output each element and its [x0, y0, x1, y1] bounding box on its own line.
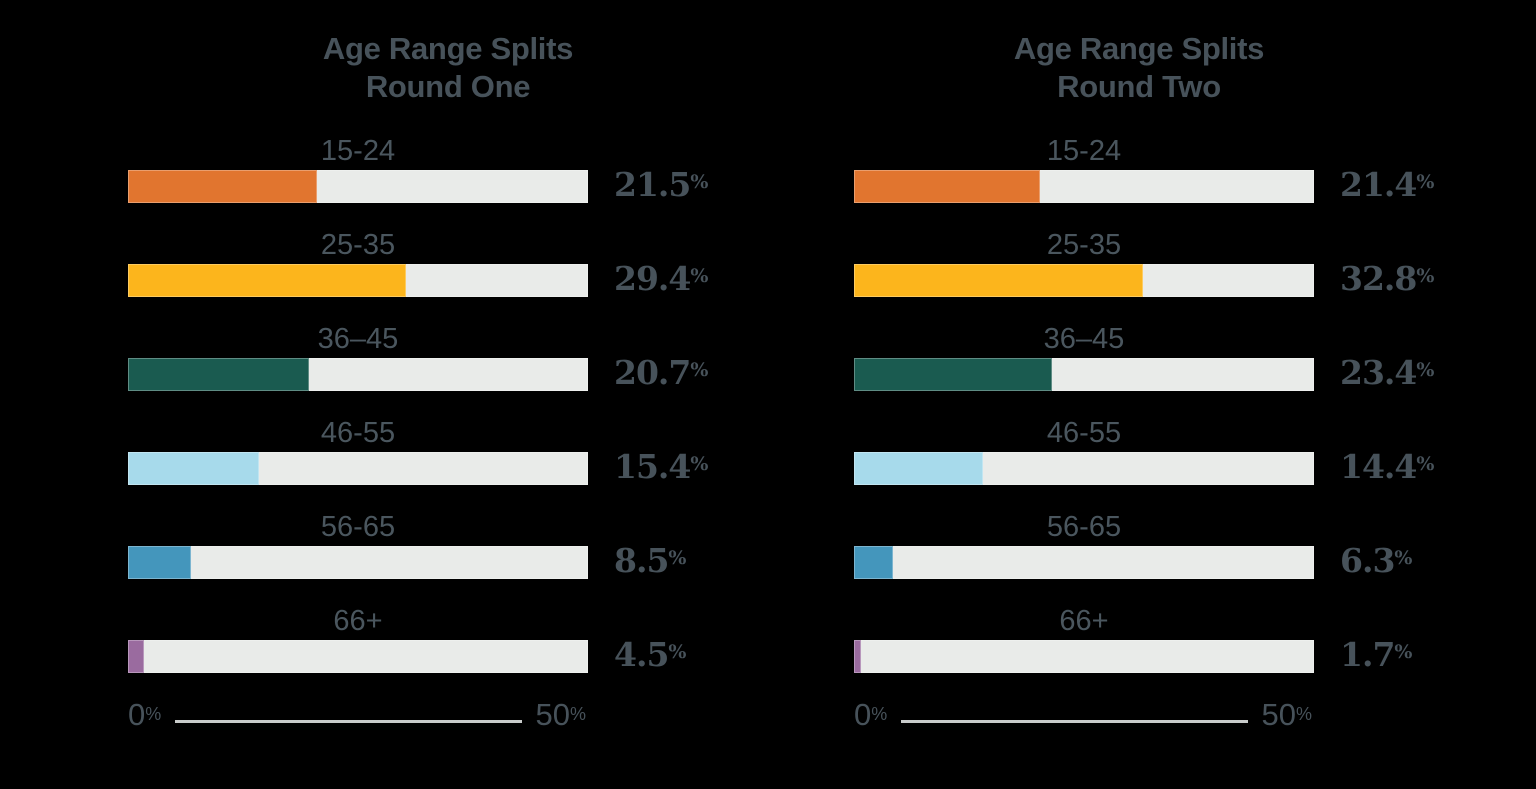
- chart-title-line2: Round One: [365, 69, 531, 104]
- age-range-label: 15-24: [1046, 135, 1122, 167]
- age-range-label: 46-55: [1046, 417, 1122, 449]
- bar-fill: [854, 264, 1144, 297]
- percent-sign: %: [690, 453, 709, 475]
- value-label: 21.5%: [614, 165, 709, 204]
- age-range-label: 56-65: [320, 511, 396, 543]
- bar-row-25-35: 25-35 32.8%: [854, 230, 1444, 297]
- axis-line: [901, 719, 1248, 723]
- percent-sign: %: [569, 704, 586, 724]
- value-label: 23.4%: [1340, 353, 1435, 392]
- percent-sign: %: [1416, 359, 1435, 381]
- bar-fill: [854, 358, 1053, 391]
- percent-sign: %: [1416, 265, 1435, 287]
- bar-row-15-24: 15-24 21.4%: [854, 136, 1444, 203]
- bar-track: [128, 170, 588, 203]
- chart-round-two: Age Range Splits Round Two 15-24 21.4% 2…: [854, 0, 1444, 789]
- bar-track: [128, 264, 588, 297]
- value-label: 4.5%: [614, 635, 687, 674]
- bar-row-66-plus: 66+ 4.5%: [128, 606, 718, 673]
- age-range-label: 36–45: [317, 323, 399, 355]
- bar-row-56-65: 56-65 6.3%: [854, 512, 1444, 579]
- percent-sign: %: [1416, 453, 1435, 475]
- value-label: 8.5%: [614, 541, 687, 580]
- value-label: 20.7%: [614, 353, 709, 392]
- bar-row-36-45: 36–45 20.7%: [128, 324, 718, 391]
- x-axis: 0% 50%: [128, 698, 586, 732]
- value-label: 1.7%: [1340, 635, 1413, 674]
- age-range-label: 66+: [333, 605, 383, 637]
- axis-max-label: 50%: [535, 697, 587, 732]
- bar-track: [854, 170, 1314, 203]
- axis-max-label: 50%: [1261, 697, 1313, 732]
- value-label: 21.4%: [1340, 165, 1435, 204]
- axis-min-label: 0%: [128, 697, 162, 732]
- percent-sign: %: [1394, 641, 1413, 663]
- age-range-label: 56-65: [1046, 511, 1122, 543]
- bar-row-25-35: 25-35 29.4%: [128, 230, 718, 297]
- bar-row-46-55: 46-55 14.4%: [854, 418, 1444, 485]
- value-label: 14.4%: [1340, 447, 1435, 486]
- percent-sign: %: [1295, 704, 1312, 724]
- age-range-label: 25-35: [1046, 229, 1122, 261]
- bar-track: [128, 640, 588, 673]
- chart-title-line1: Age Range Splits: [322, 31, 574, 66]
- value-label: 29.4%: [614, 259, 709, 298]
- percent-sign: %: [668, 547, 687, 569]
- bar-track: [854, 264, 1314, 297]
- chart-round-one: Age Range Splits Round One 15-24 21.5% 2…: [128, 0, 718, 789]
- percent-sign: %: [871, 704, 888, 724]
- x-axis: 0% 50%: [854, 698, 1312, 732]
- age-range-label: 15-24: [320, 135, 396, 167]
- bar-fill: [854, 640, 861, 673]
- bar-fill: [854, 452, 984, 485]
- bar-fill: [128, 640, 145, 673]
- bar-track: [128, 452, 588, 485]
- percent-sign: %: [1416, 171, 1435, 193]
- bar-fill: [854, 170, 1040, 203]
- bar-track: [128, 546, 588, 579]
- chart-title: Age Range Splits Round Two: [909, 30, 1369, 106]
- age-range-label: 36–45: [1043, 323, 1125, 355]
- bar-row-66-plus: 66+ 1.7%: [854, 606, 1444, 673]
- value-label: 32.8%: [1340, 259, 1435, 298]
- bar-track: [854, 546, 1314, 579]
- axis-min-label: 0%: [854, 697, 888, 732]
- bar-fill: [854, 546, 893, 579]
- percent-sign: %: [690, 171, 709, 193]
- bar-fill: [128, 358, 310, 391]
- bar-row-15-24: 15-24 21.5%: [128, 136, 718, 203]
- bar-track: [128, 358, 588, 391]
- value-label: 15.4%: [614, 447, 709, 486]
- age-range-label: 25-35: [320, 229, 396, 261]
- percent-sign: %: [690, 359, 709, 381]
- percent-sign: %: [145, 704, 162, 724]
- bar-row-56-65: 56-65 8.5%: [128, 512, 718, 579]
- chart-title: Age Range Splits Round One: [218, 30, 678, 106]
- bar-row-46-55: 46-55 15.4%: [128, 418, 718, 485]
- bar-fill: [128, 170, 318, 203]
- bar-track: [854, 452, 1314, 485]
- percent-sign: %: [1394, 547, 1413, 569]
- percent-sign: %: [690, 265, 709, 287]
- percent-sign: %: [668, 641, 687, 663]
- chart-title-line2: Round Two: [1057, 69, 1221, 104]
- bar-track: [854, 640, 1314, 673]
- age-range-label: 66+: [1059, 605, 1109, 637]
- value-label: 6.3%: [1340, 541, 1413, 580]
- bar-fill: [128, 546, 191, 579]
- axis-line: [175, 719, 522, 723]
- bar-fill: [128, 452, 259, 485]
- age-range-label: 46-55: [320, 417, 396, 449]
- bar-track: [854, 358, 1314, 391]
- bar-row-36-45: 36–45 23.4%: [854, 324, 1444, 391]
- chart-title-line1: Age Range Splits: [1013, 31, 1265, 66]
- bar-fill: [128, 264, 406, 297]
